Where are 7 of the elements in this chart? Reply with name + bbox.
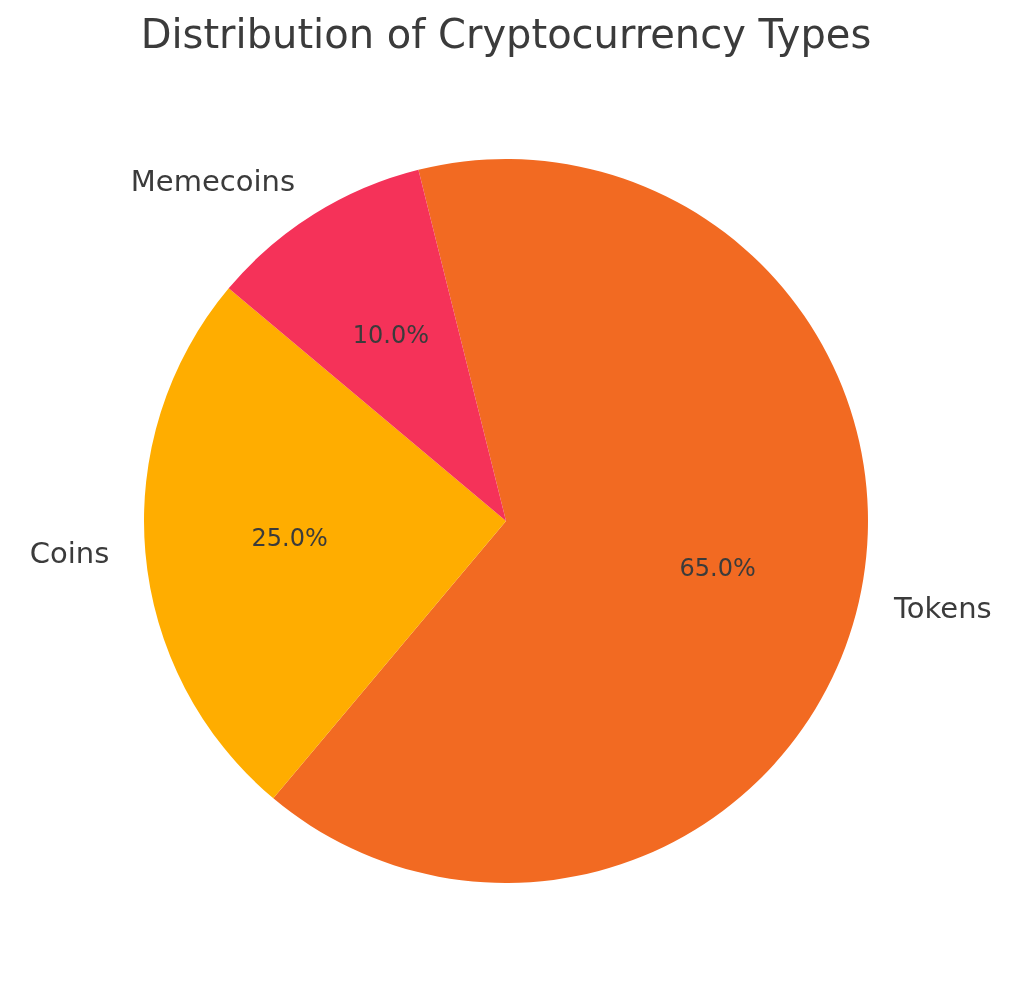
slice-label: Coins (29, 536, 110, 571)
data-label: 65.0% (679, 554, 756, 583)
data-label: 25.0% (251, 524, 328, 553)
slice-label: Memecoins (130, 163, 295, 198)
data-label: 10.0% (352, 321, 430, 350)
chart-title: Distribution of Cryptocurrency Types (140, 11, 872, 58)
slice-label: Tokens (892, 591, 992, 626)
